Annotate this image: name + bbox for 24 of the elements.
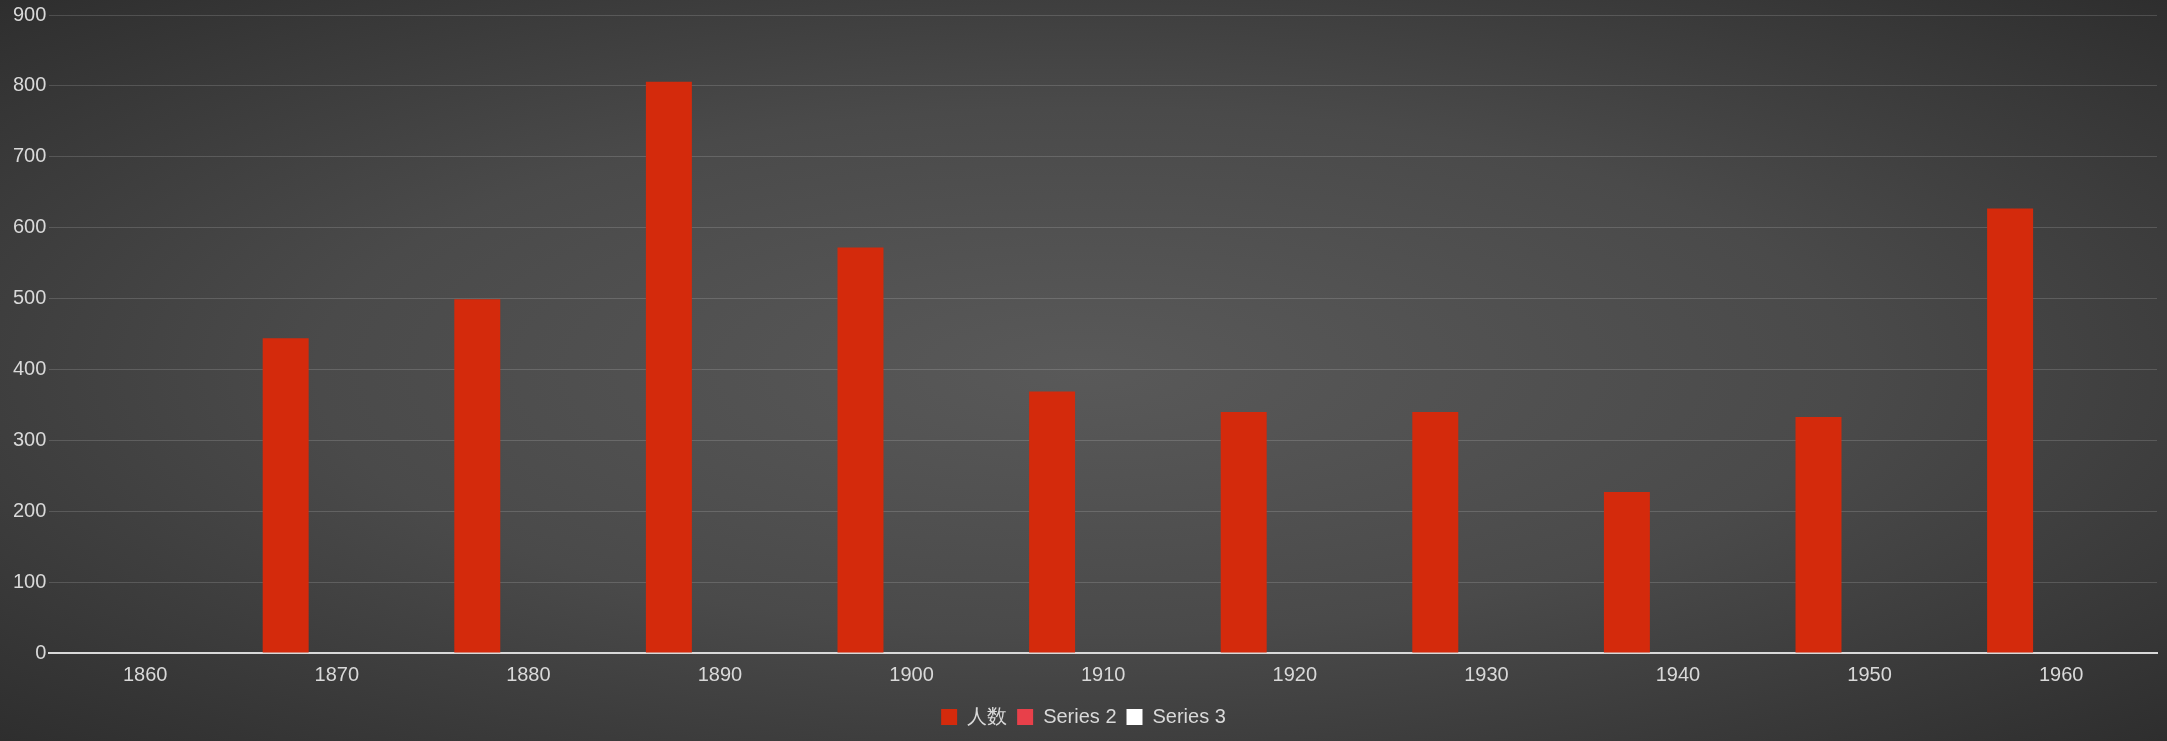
y-tick-label: 200 bbox=[12, 498, 47, 521]
y-tick-label: 900 bbox=[12, 2, 47, 25]
legend-label: 人数 bbox=[967, 704, 1008, 727]
y-tick-label: 300 bbox=[12, 427, 47, 450]
y-tick-label: 700 bbox=[12, 144, 47, 167]
x-tick-label: 1930 bbox=[1464, 662, 1509, 685]
x-tick-label: 1870 bbox=[314, 662, 360, 685]
y-tick-label: 400 bbox=[12, 356, 47, 379]
x-tick-label: 1890 bbox=[697, 662, 743, 685]
y-tick-label: 500 bbox=[12, 286, 47, 309]
x-tick-label: 1940 bbox=[1655, 662, 1701, 685]
x-tick-label: 1900 bbox=[889, 662, 934, 685]
x-tick-label: 1880 bbox=[506, 662, 551, 685]
y-tick-label: 100 bbox=[12, 569, 47, 592]
x-tick-label: 1960 bbox=[2038, 662, 2084, 685]
y-tick-label: 800 bbox=[12, 73, 47, 96]
x-tick-label: 1910 bbox=[1080, 662, 1126, 685]
y-tick-label: 600 bbox=[12, 215, 47, 238]
x-tick-label: 1950 bbox=[1847, 662, 1892, 685]
legend-label: Series 2 bbox=[1043, 704, 1117, 727]
legend-label: Series 3 bbox=[1152, 704, 1226, 727]
y-tick-label: 0 bbox=[35, 640, 47, 663]
x-tick-label: 1860 bbox=[122, 662, 168, 685]
x-tick-label: 1920 bbox=[1272, 662, 1318, 685]
